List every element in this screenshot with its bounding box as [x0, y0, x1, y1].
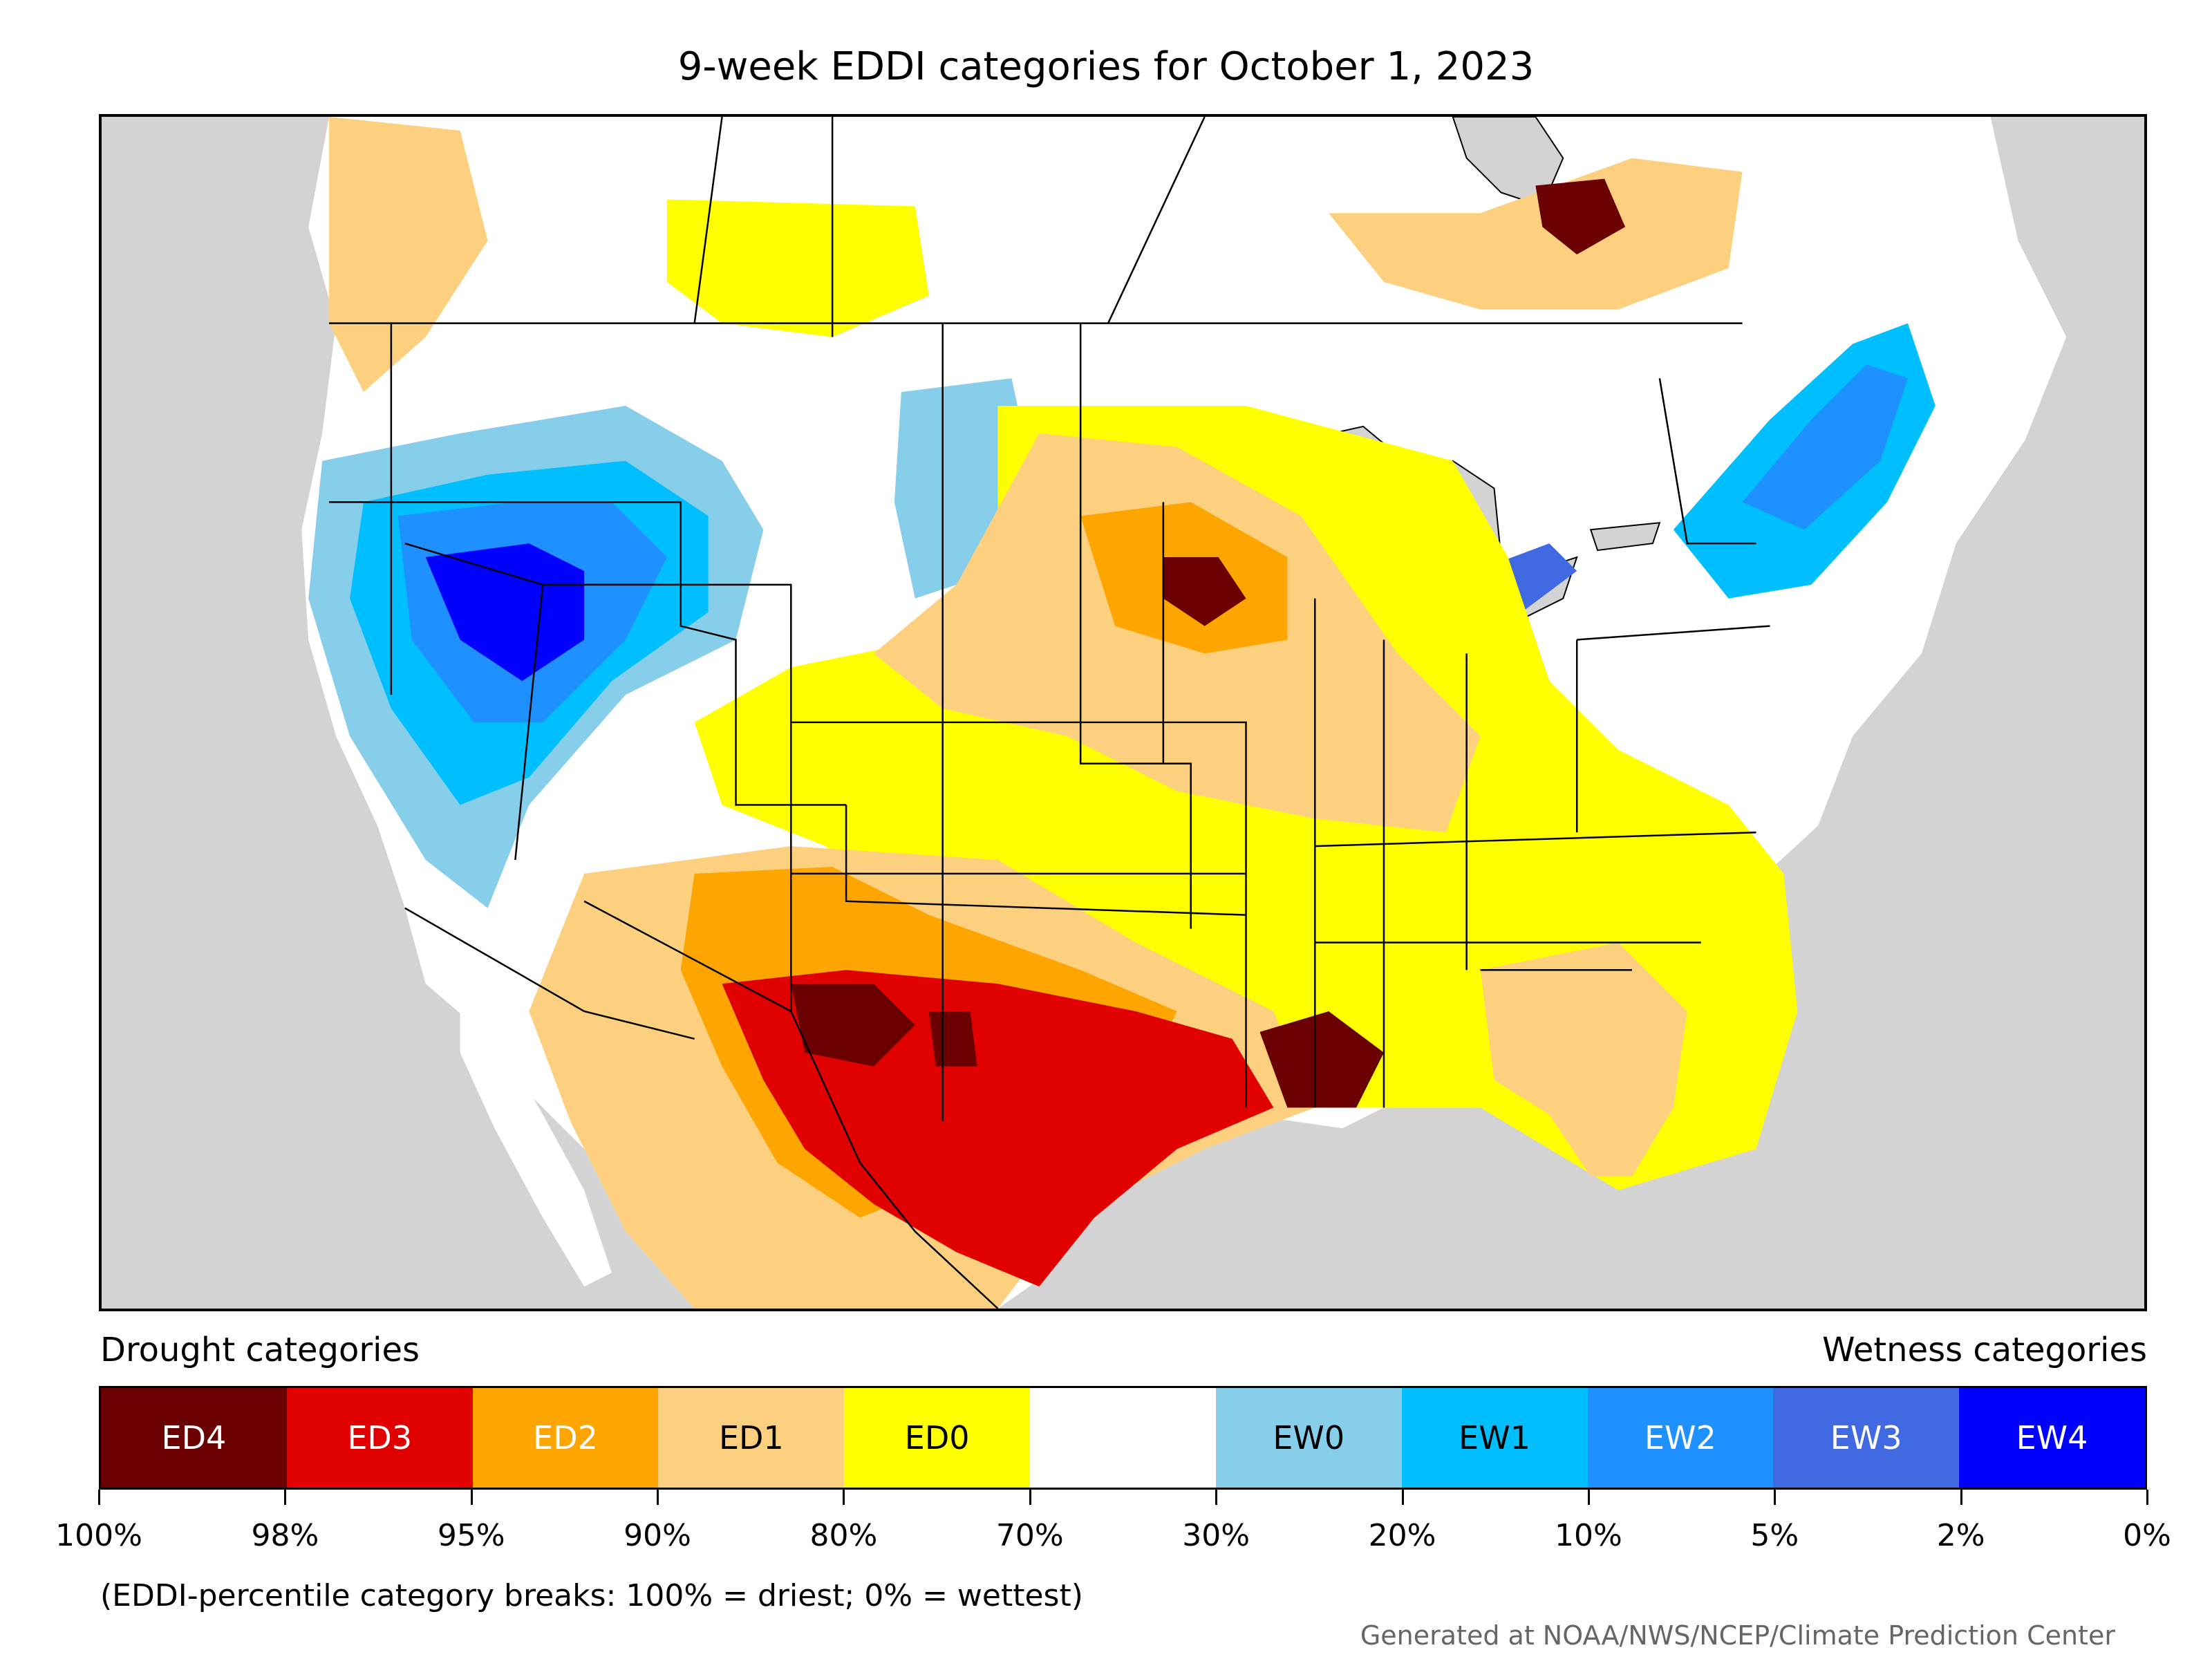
colorbar-tick	[1587, 1490, 1590, 1505]
colorbar-tick-label: 100%	[55, 1518, 142, 1553]
wet-region-northeast-ew2	[1742, 364, 1908, 530]
category-swatch-ew3: EW3	[1773, 1388, 1960, 1488]
colorbar-tick-label: 80%	[809, 1518, 878, 1553]
political-borders	[329, 117, 1770, 1309]
colorbar-tick	[1029, 1490, 1031, 1505]
colorbar-tick-label: 70%	[995, 1518, 1064, 1553]
colorbar-tick-label: 30%	[1182, 1518, 1250, 1553]
colorbar-tick-label: 10%	[1555, 1518, 1622, 1553]
dry-region-southeast-ed1	[1480, 942, 1687, 1177]
wetness-categories-heading: Wetness categories	[1822, 1331, 2147, 1369]
category-swatch-ew2: EW2	[1587, 1388, 1774, 1488]
colorbar-tick-label: 5%	[1750, 1518, 1799, 1553]
colorbar-tick-label: 95%	[437, 1518, 505, 1553]
colorbar-tick-label: 0%	[2123, 1518, 2171, 1553]
baja-peninsula	[460, 997, 612, 1287]
wet-region-west-ew4	[425, 543, 585, 682]
colorbar-tick	[1960, 1490, 1962, 1505]
colorbar-tick	[2146, 1490, 2148, 1505]
percentile-note: (EDDI-percentile category breaks: 100% =…	[100, 1578, 1083, 1613]
colorbar-tick	[1401, 1490, 1404, 1505]
eddi-map	[99, 114, 2147, 1311]
category-swatch-ed0: ED0	[844, 1388, 1031, 1488]
colorbar-tick-label: 98%	[251, 1518, 319, 1553]
colorbar-tick-label: 20%	[1368, 1518, 1436, 1553]
colorbar-tick	[657, 1490, 659, 1505]
category-swatch-ew4: EW4	[1959, 1388, 2145, 1488]
category-swatch-ed1: ED1	[658, 1388, 845, 1488]
dry-region-quebec-ed1	[1329, 158, 1743, 310]
credit-line: Generated at NOAA/NWS/NCEP/Climate Predi…	[1360, 1620, 2115, 1651]
category-swatch-ew0: EW0	[1215, 1388, 1402, 1488]
dry-region-quebec-ed4	[1535, 178, 1626, 255]
dry-region-canada-ed0	[666, 199, 929, 337]
category-swatch-ed3: ED3	[286, 1388, 473, 1488]
colorbar-tick-label: 90%	[624, 1518, 691, 1553]
colorbar-tick	[470, 1490, 473, 1505]
category-colorbar: ED4 ED3 ED2 ED1 ED0 EW0 EW1 EW2 EW3 EW4	[99, 1386, 2147, 1490]
dry-region-iowa-ed4	[1163, 557, 1246, 626]
category-swatch-normal	[1030, 1388, 1216, 1488]
eddi-map-canvas	[301, 117, 2067, 1309]
map-title: 9-week EDDI categories for October 1, 20…	[677, 44, 1535, 89]
colorbar-ticks	[98, 1490, 2148, 1510]
colorbar-tick	[284, 1490, 287, 1505]
colorbar-tick	[98, 1490, 100, 1505]
dry-region-texas-ed4	[791, 984, 1384, 1108]
colorbar-tick	[1774, 1490, 1777, 1505]
colorbar-tick	[1215, 1490, 1218, 1505]
drought-categories-heading: Drought categories	[100, 1331, 420, 1369]
category-swatch-ew1: EW1	[1401, 1388, 1588, 1488]
category-swatch-ed4: ED4	[101, 1388, 287, 1488]
category-swatch-ed2: ED2	[472, 1388, 659, 1488]
colorbar-tick	[843, 1490, 845, 1505]
colorbar-tick-label: 2%	[1936, 1518, 1985, 1553]
